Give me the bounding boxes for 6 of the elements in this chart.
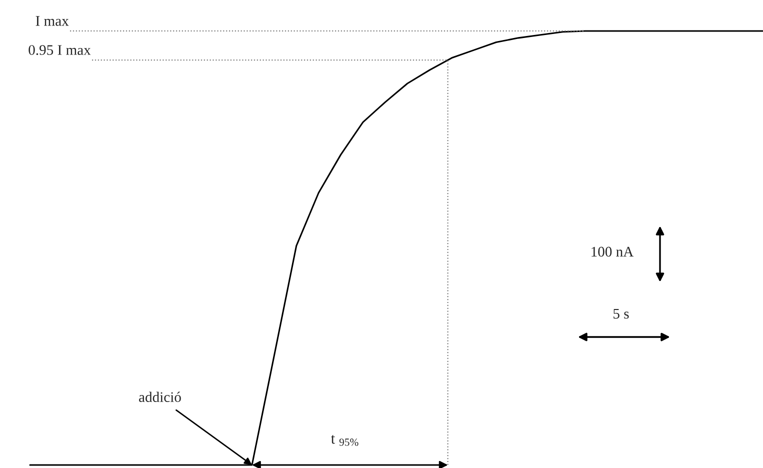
annotation: t $_{95%}$ (331, 434, 358, 446)
ref-line-label: 0.95 I max (28, 45, 91, 55)
ref-line-label: I max (36, 16, 69, 26)
annotation: 5 s (614, 308, 629, 319)
annotation: addició (139, 392, 181, 402)
annotation: 100 nA (592, 246, 634, 257)
